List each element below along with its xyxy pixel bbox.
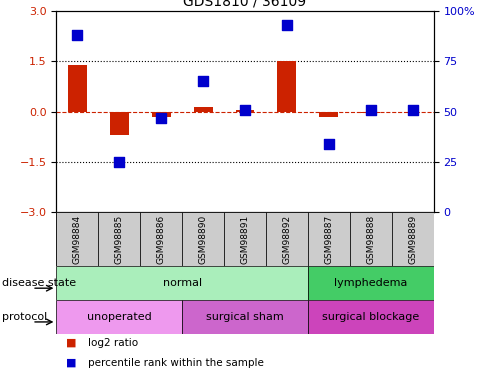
Text: GSM98890: GSM98890 [198,214,208,264]
Text: surgical sham: surgical sham [206,312,284,322]
FancyBboxPatch shape [98,212,140,266]
Text: protocol: protocol [2,312,48,322]
Text: GSM98891: GSM98891 [241,214,249,264]
Text: GSM98889: GSM98889 [408,214,417,264]
Text: GSM98892: GSM98892 [282,214,292,264]
Bar [277,62,296,112]
Text: ■: ■ [66,338,76,348]
FancyBboxPatch shape [350,212,392,266]
Text: normal: normal [163,278,202,288]
Bar [68,65,87,112]
Text: GSM98885: GSM98885 [115,214,124,264]
Title: GDS1810 / 36109: GDS1810 / 36109 [183,0,307,9]
FancyBboxPatch shape [266,212,308,266]
FancyBboxPatch shape [56,212,98,266]
Point [157,115,165,121]
Bar [319,112,338,117]
Point [115,159,123,165]
Point [241,106,249,112]
Text: log2 ratio: log2 ratio [88,338,138,348]
Text: GSM98888: GSM98888 [366,214,375,264]
FancyBboxPatch shape [140,212,182,266]
Bar [194,106,213,112]
FancyBboxPatch shape [308,266,434,300]
Text: unoperated: unoperated [87,312,151,322]
FancyBboxPatch shape [56,266,308,300]
FancyBboxPatch shape [182,212,224,266]
Text: GSM98887: GSM98887 [324,214,333,264]
Bar [110,112,129,135]
Text: percentile rank within the sample: percentile rank within the sample [88,358,264,368]
FancyBboxPatch shape [308,300,434,334]
FancyBboxPatch shape [224,212,266,266]
FancyBboxPatch shape [308,212,350,266]
Bar [236,110,254,112]
Text: ■: ■ [66,358,76,368]
FancyBboxPatch shape [56,300,182,334]
Text: disease state: disease state [2,278,76,288]
Point [199,78,207,84]
Point [74,32,81,38]
Point [283,22,291,28]
FancyBboxPatch shape [182,300,308,334]
Text: GSM98884: GSM98884 [73,214,82,264]
Point [325,141,333,147]
Bar [152,112,171,117]
Text: surgical blockage: surgical blockage [322,312,419,322]
Text: GSM98886: GSM98886 [157,214,166,264]
Text: lymphedema: lymphedema [334,278,408,288]
Bar [361,112,380,113]
FancyBboxPatch shape [392,212,434,266]
Point [409,106,416,112]
FancyBboxPatch shape [56,212,434,266]
Point [367,106,375,112]
